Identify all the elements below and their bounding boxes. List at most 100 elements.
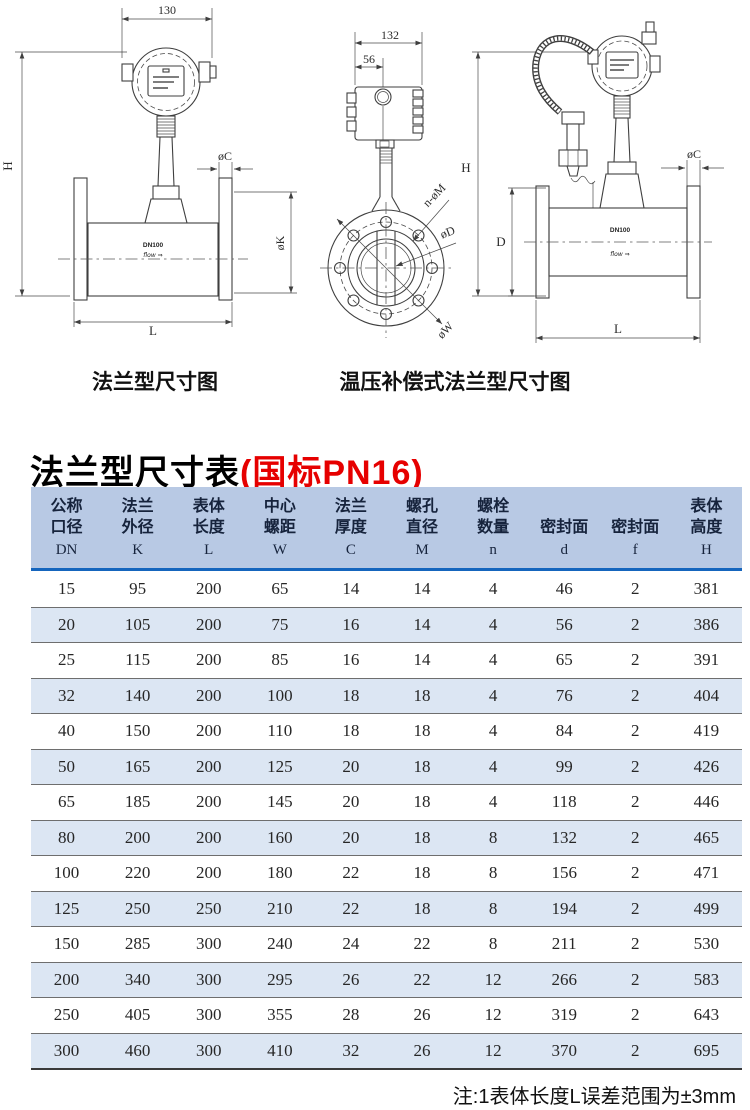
flange-type-drawing: 130 H — [0, 3, 297, 338]
dim-label-130: 130 — [158, 3, 176, 17]
table-cell: 300 — [195, 1005, 222, 1025]
table-cell: 200 — [195, 792, 222, 812]
table-cell: 18 — [413, 863, 431, 883]
table-cell: 28 — [342, 1005, 360, 1025]
table-cell: 110 — [267, 721, 293, 741]
flexible-hose — [532, 35, 595, 115]
header-cn-line — [529, 496, 600, 517]
table-cell: 24 — [342, 934, 360, 954]
header-cell: 表体 长度 L — [173, 496, 244, 562]
table-cell: 75 — [271, 614, 289, 634]
table-cell: 460 — [124, 1040, 151, 1060]
housing-rib — [346, 120, 357, 132]
table-cell: 150 — [53, 934, 80, 954]
sensor-taper — [566, 165, 580, 177]
table-cell: 132 — [551, 827, 577, 847]
table-cell: 26 — [413, 1005, 431, 1025]
table-cell: 194 — [551, 898, 577, 918]
display-window — [147, 65, 185, 97]
sensor-union-nut — [558, 149, 588, 167]
table-cell: 386 — [693, 614, 720, 634]
header-cn-line: 螺距 — [263, 519, 296, 536]
dim-label-H: H — [0, 161, 15, 170]
conduit-entry-left — [121, 63, 134, 82]
table-cell: 26 — [413, 1040, 431, 1060]
table-cell: 4 — [488, 650, 498, 670]
table-cell: 160 — [267, 827, 293, 847]
caption-flange-type: 法兰型尺寸图 — [92, 371, 218, 394]
table-cell: 695 — [693, 1040, 720, 1060]
neck-base — [599, 173, 645, 209]
table-cell: 220 — [124, 863, 151, 883]
table-cell: 140 — [124, 685, 151, 705]
table-cell: 180 — [267, 863, 293, 883]
housing-stub — [375, 139, 395, 149]
table-cell: 16 — [342, 650, 360, 670]
dimension-table: 公称 口径 DN 法兰 外径 K 表体 长度 L 中心 螺距 W 法兰 厚度 C 螺孔 直径 M 螺栓 数量 n 密封面… — [31, 487, 742, 1070]
table-cell: 100 — [267, 685, 293, 705]
header-symbol: W — [272, 542, 287, 558]
dim-label-H: H — [461, 160, 470, 175]
table-cell: 250 — [124, 898, 151, 918]
header-cn-line: 直径 — [406, 519, 439, 536]
body-size-label: DN100 — [143, 242, 164, 249]
table-cell: 18 — [413, 756, 431, 776]
table-cell: 319 — [551, 1005, 577, 1025]
table-cell: 50 — [58, 756, 76, 776]
header-symbol: K — [132, 542, 144, 558]
table-cell: 65 — [271, 578, 289, 598]
table-cell: 405 — [124, 1005, 151, 1025]
wafer-face-drawing: 132 56 — [320, 28, 457, 341]
header-cn-line: 表体 — [690, 498, 723, 515]
transmitter-bezel — [596, 40, 648, 92]
table-cell: 295 — [267, 969, 293, 989]
table-cell: 300 — [53, 1040, 80, 1060]
tolerance-note: 注:1表体长度L误差范围为±3mm — [452, 1086, 736, 1108]
table-cell: 426 — [693, 756, 720, 776]
header-cn-line: 密封面 — [540, 519, 589, 536]
table-cell: 185 — [124, 792, 151, 812]
transmitter-bezel — [137, 53, 195, 111]
neck-tube — [157, 136, 175, 187]
table-cell: 46 — [555, 578, 573, 598]
table-cell: 14 — [413, 650, 431, 670]
header-cn-line: 螺孔 — [406, 498, 439, 515]
neck-collar — [152, 185, 180, 200]
header-cell: 公称 口径 DN — [31, 496, 102, 562]
table-row: 15 95 200 65 14 14 4 46 2 381 — [31, 571, 742, 607]
header-symbol: H — [700, 542, 712, 558]
display-detail — [162, 68, 170, 73]
table-cell: 26 — [342, 969, 360, 989]
table-cell: 266 — [551, 969, 577, 989]
electronics-housing — [354, 86, 423, 141]
capillary-coil — [570, 175, 596, 185]
table-cell: 18 — [342, 721, 360, 741]
table-cell: 200 — [195, 756, 222, 776]
flange-left — [73, 177, 88, 301]
table-cell: 150 — [124, 721, 151, 741]
table-row: 300 460 300 410 32 26 12 370 2 695 — [31, 1032, 742, 1068]
table-cell: 2 — [631, 756, 640, 776]
header-cell: 表体 高度 H — [671, 496, 742, 562]
table-cell: 20 — [342, 756, 360, 776]
table-cell: 16 — [342, 614, 360, 634]
table-row: 32 140 200 100 18 18 4 76 2 404 — [31, 677, 742, 713]
table-cell: 18 — [413, 721, 431, 741]
table-cell: 250 — [53, 1005, 80, 1025]
table-cell: 80 — [58, 827, 76, 847]
table-cell: 300 — [195, 969, 222, 989]
table-cell: 8 — [488, 827, 498, 847]
table-cell: 156 — [551, 863, 577, 883]
table-cell: 12 — [484, 969, 502, 989]
header-cell: 法兰 外径 K — [102, 496, 173, 562]
table-cell: 2 — [631, 721, 640, 741]
table-row: 65 185 200 145 20 18 4 118 2 446 — [31, 784, 742, 820]
top-gland — [641, 31, 657, 45]
table-cell: 200 — [53, 969, 80, 989]
dim-label-oK: øK — [273, 235, 287, 250]
table-cell: 18 — [413, 898, 431, 918]
table-cell: 200 — [195, 827, 222, 847]
table-cell: 419 — [693, 721, 720, 741]
table-row: 40 150 200 110 18 18 4 84 2 419 — [31, 713, 742, 749]
